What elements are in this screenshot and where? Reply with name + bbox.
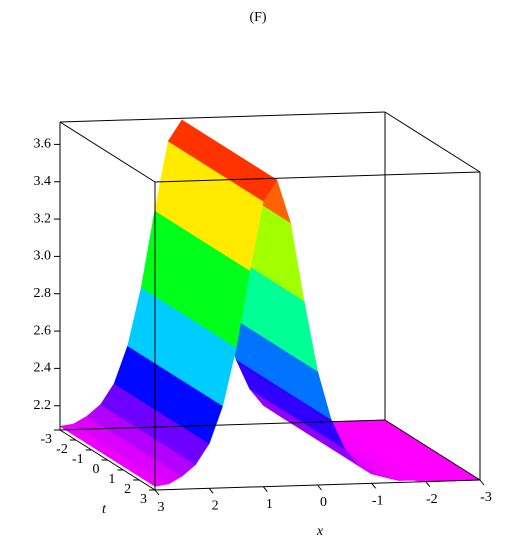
surface-strip — [167, 119, 278, 202]
chart-title: (F) — [249, 10, 266, 25]
t-tick-label: -1 — [72, 452, 84, 467]
z-tick-label: 2.6 — [34, 323, 52, 338]
t-tick-label: 0 — [93, 462, 100, 477]
x-tick-label: -1 — [372, 494, 384, 509]
z-tick-label: 3.6 — [34, 137, 52, 152]
x-axis-label: x — [316, 524, 324, 539]
z-tick-label: 2.8 — [34, 286, 52, 301]
z-tick-label: 3.2 — [34, 211, 52, 226]
x-tick-label: 1 — [266, 497, 273, 512]
x-tick — [154, 489, 160, 496]
z-tick-label: 3.4 — [34, 174, 52, 189]
x-tick — [262, 486, 268, 492]
z-tick-label: 3.0 — [34, 249, 52, 264]
x-tick — [371, 483, 377, 489]
x-tick-label: 3 — [158, 500, 165, 515]
t-tick-label: 2 — [124, 482, 131, 497]
x-tick — [317, 484, 322, 491]
box-edge — [59, 111, 386, 123]
x-tick — [208, 488, 214, 494]
z-tick-label: 2.2 — [34, 398, 52, 413]
x-tick — [479, 479, 485, 486]
box-edge — [59, 121, 156, 183]
box-edge — [154, 171, 481, 183]
t-tick-label: 1 — [108, 472, 115, 487]
z-tick-label: 2.4 — [34, 361, 52, 376]
x-tick-label: -2 — [426, 492, 438, 507]
box-edge — [384, 111, 481, 173]
box-edge — [59, 419, 386, 431]
x-tick — [425, 481, 431, 487]
box-edge — [384, 419, 481, 481]
t-tick-label: -2 — [56, 442, 68, 457]
t-tick-label: 3 — [140, 492, 147, 507]
x-tick-label: 0 — [320, 495, 327, 510]
t-tick-label: -3 — [40, 432, 52, 447]
x-tick-label: -3 — [480, 490, 492, 505]
t-axis-label: t — [102, 502, 107, 517]
x-tick-label: 2 — [212, 499, 219, 514]
